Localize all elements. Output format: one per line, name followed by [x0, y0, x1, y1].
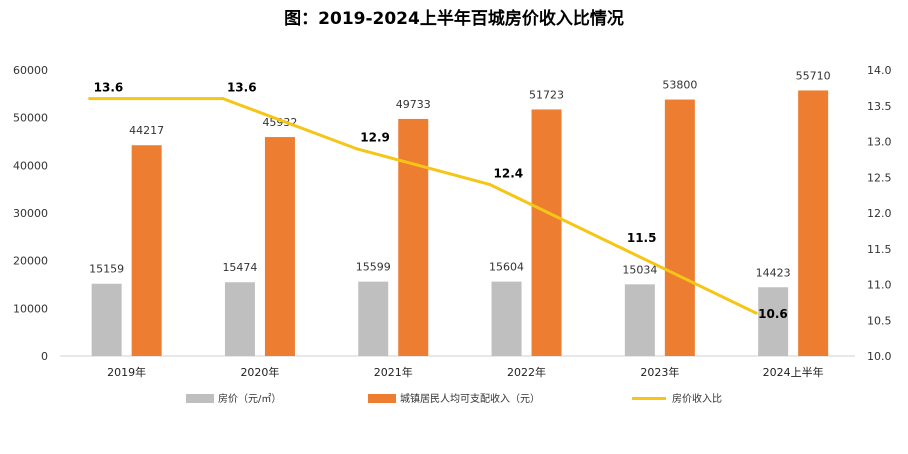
right-tick-label: 10.5 — [867, 314, 892, 327]
income-data-label: 51723 — [529, 88, 564, 101]
ratio-data-label: 11.5 — [627, 231, 657, 245]
left-tick-label: 50000 — [13, 112, 48, 125]
x-category-label: 2022年 — [507, 365, 546, 379]
price-data-label: 15034 — [622, 263, 657, 276]
ratio-point — [754, 311, 758, 315]
price-bar — [358, 281, 389, 356]
chart-title: 图：2019-2024上半年百城房价收入比情况 — [284, 8, 624, 29]
left-tick-label: 10000 — [13, 302, 48, 315]
right-y-axis: 10.0 10.5 11.0 11.5 12.0 12.5 13.0 13.5 14.0 — [867, 64, 892, 363]
income-bar — [131, 145, 162, 356]
income-bar — [264, 137, 295, 356]
legend-label: 房价（元/㎡） — [218, 392, 281, 405]
left-tick-label: 60000 — [13, 64, 48, 77]
left-y-axis: 0 10000 20000 30000 40000 50000 60000 — [13, 64, 48, 363]
legend-ratio: 房价收入比 — [632, 392, 722, 405]
left-tick-label: 0 — [41, 350, 48, 363]
legend-price: 房价（元/㎡） — [186, 392, 281, 405]
left-tick-label: 20000 — [13, 255, 48, 268]
income-data-label: 44217 — [129, 124, 164, 137]
ratio-point — [488, 182, 492, 186]
income-data-label: 45932 — [262, 116, 297, 129]
ratio-data-label: 13.6 — [227, 81, 257, 95]
right-tick-label: 12.0 — [867, 207, 892, 220]
ratio-data-label: 12.9 — [360, 131, 390, 145]
price-data-label: 15159 — [89, 263, 124, 276]
line-series-group: 13.6 13.6 12.9 12.4 11.5 10.6 — [88, 81, 788, 321]
price-bar — [758, 287, 789, 356]
ratio-line — [89, 97, 757, 315]
price-bar — [491, 281, 522, 356]
left-tick-label: 30000 — [13, 207, 48, 220]
ratio-data-label: 13.6 — [94, 81, 124, 95]
x-category-label: 2023年 — [640, 365, 679, 379]
income-data-label: 53800 — [662, 79, 697, 92]
legend-swatch — [186, 394, 214, 403]
ratio-data-label: 10.6 — [758, 307, 788, 321]
x-category-label: 2020年 — [240, 365, 279, 379]
legend-income: 城镇居民人均可支配收入（元） — [368, 392, 540, 405]
price-data-label: 15599 — [356, 261, 391, 274]
price-data-label: 15604 — [489, 261, 524, 274]
income-bar — [531, 109, 562, 356]
income-bar — [798, 90, 829, 356]
x-category-label: 2024上半年 — [763, 365, 824, 379]
price-bar — [91, 283, 122, 356]
price-data-label: 15474 — [222, 261, 257, 274]
right-tick-label: 11.5 — [867, 243, 892, 256]
legend-label: 房价收入比 — [672, 392, 722, 405]
price-bar — [224, 282, 255, 356]
x-category-label: 2019年 — [107, 365, 146, 379]
bar-series-group: 15159 15474 15599 15604 15034 14423 44217 45932… — [89, 69, 831, 357]
income-data-label: 55710 — [796, 69, 831, 82]
right-tick-label: 13.5 — [867, 100, 892, 113]
income-data-label: 49733 — [396, 98, 431, 111]
ratio-point — [621, 247, 625, 251]
ratio-data-label: 12.4 — [494, 166, 524, 180]
legend-label: 城镇居民人均可支配收入（元） — [400, 392, 540, 405]
right-tick-label: 14.0 — [867, 64, 892, 77]
price-data-label: 14423 — [756, 266, 791, 279]
ratio-point — [354, 147, 358, 151]
income-bar — [664, 99, 695, 356]
ratio-point — [221, 97, 225, 101]
ratio-point — [88, 97, 92, 101]
x-category-label: 2021年 — [374, 365, 413, 379]
income-bar — [398, 118, 429, 357]
left-tick-label: 40000 — [13, 159, 48, 172]
legend-swatch — [368, 394, 396, 403]
right-tick-label: 10.0 — [867, 350, 892, 363]
x-axis: 2019年 2020年 2021年 2022年 2023年 2024上半年 — [107, 365, 824, 379]
right-tick-label: 11.0 — [867, 279, 892, 292]
right-tick-label: 12.5 — [867, 171, 892, 184]
price-bar — [624, 284, 655, 356]
legend: 房价（元/㎡） 城镇居民人均可支配收入（元） 房价收入比 — [186, 392, 722, 405]
right-tick-label: 13.0 — [867, 136, 892, 149]
